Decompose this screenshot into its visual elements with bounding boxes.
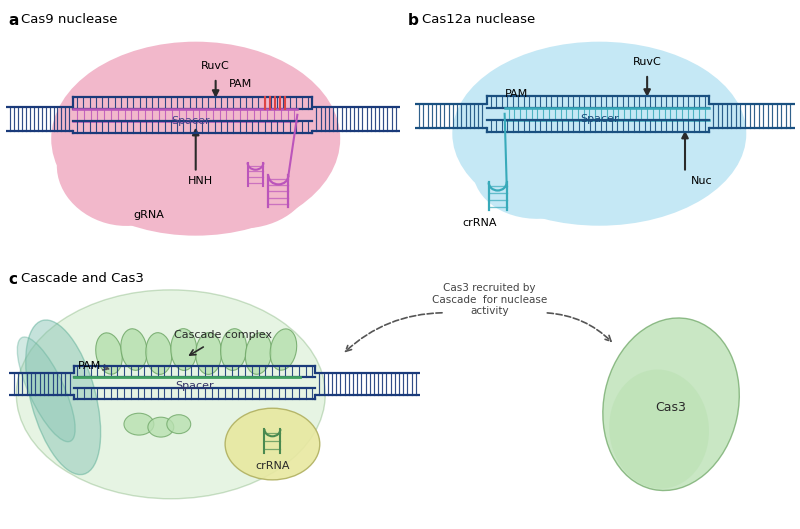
Ellipse shape: [96, 333, 122, 374]
Text: PAM: PAM: [229, 79, 252, 89]
Text: b: b: [408, 13, 419, 29]
Ellipse shape: [270, 329, 297, 370]
Text: crRNA: crRNA: [462, 218, 497, 228]
Text: Cascade and Cas3: Cascade and Cas3: [22, 272, 144, 285]
Ellipse shape: [57, 115, 185, 226]
Ellipse shape: [603, 318, 739, 490]
Ellipse shape: [121, 329, 147, 370]
Text: Cas12a nuclease: Cas12a nuclease: [422, 13, 535, 26]
Text: a: a: [8, 13, 18, 29]
Text: Cas3: Cas3: [656, 401, 686, 414]
Text: Cas3 recruited by
Cascade  for nuclease
activity: Cas3 recruited by Cascade for nuclease a…: [432, 283, 547, 316]
Ellipse shape: [148, 417, 174, 437]
Text: RuvC: RuvC: [202, 61, 230, 71]
Text: Spacer: Spacer: [580, 114, 618, 124]
Text: crRNA: crRNA: [255, 461, 290, 471]
Ellipse shape: [18, 337, 75, 442]
Ellipse shape: [26, 320, 101, 475]
Text: Spacer: Spacer: [171, 116, 210, 126]
Ellipse shape: [452, 42, 746, 226]
Text: Nuc: Nuc: [691, 177, 713, 186]
Text: RuvC: RuvC: [633, 57, 662, 67]
Ellipse shape: [246, 333, 272, 375]
Ellipse shape: [124, 413, 154, 435]
Ellipse shape: [594, 108, 714, 199]
Ellipse shape: [196, 333, 222, 375]
Text: PAM: PAM: [505, 89, 528, 99]
Ellipse shape: [609, 370, 709, 489]
Ellipse shape: [473, 108, 616, 219]
Text: Cascade complex: Cascade complex: [174, 330, 272, 340]
Ellipse shape: [146, 333, 172, 375]
Ellipse shape: [191, 142, 310, 229]
Text: gRNA: gRNA: [134, 211, 164, 220]
Ellipse shape: [16, 290, 326, 499]
Text: HNH: HNH: [188, 177, 214, 186]
Text: Cas9 nuclease: Cas9 nuclease: [22, 13, 118, 26]
Text: PAM: PAM: [78, 361, 101, 371]
Ellipse shape: [221, 329, 246, 370]
Ellipse shape: [170, 329, 197, 370]
Ellipse shape: [225, 408, 320, 480]
Text: c: c: [8, 272, 18, 287]
Ellipse shape: [167, 415, 190, 434]
Text: Spacer: Spacer: [175, 381, 214, 391]
Ellipse shape: [51, 42, 340, 235]
